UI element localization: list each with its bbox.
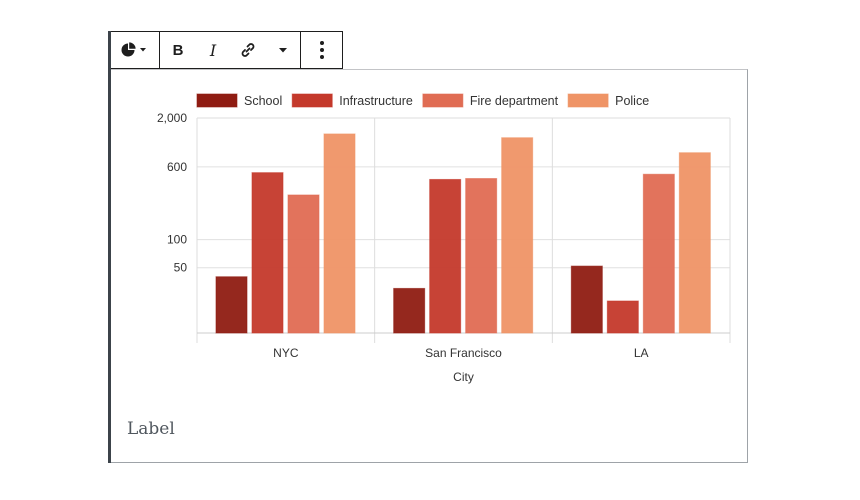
- caret-down-icon: [279, 48, 287, 53]
- y-tick-label: 100: [167, 233, 187, 247]
- link-button[interactable]: [230, 32, 266, 68]
- y-tick-label: 600: [167, 160, 187, 174]
- format-group: B I: [160, 32, 301, 68]
- legend-swatch: [291, 93, 333, 108]
- x-tick-label: San Francisco: [425, 346, 502, 360]
- y-tick-label: 50: [174, 261, 188, 275]
- legend-swatch: [422, 93, 464, 108]
- chart-block[interactable]: B I: [108, 31, 748, 463]
- bar-infrastructure: [606, 300, 639, 334]
- block-options-button[interactable]: [301, 32, 342, 68]
- x-tick-label: NYC: [273, 346, 299, 360]
- chart-frame: Label: [111, 69, 748, 463]
- chart-type-group: [111, 32, 160, 68]
- more-format-dropdown[interactable]: [266, 32, 300, 68]
- y-tick-label: 2,000: [157, 111, 187, 125]
- legend-entry: Fire department: [470, 94, 559, 108]
- bar-fire-department: [642, 173, 675, 334]
- vertical-ellipsis-icon: [319, 41, 324, 59]
- x-axis-title: City: [453, 370, 474, 384]
- legend-swatch: [196, 93, 238, 108]
- bar-police: [323, 133, 356, 334]
- bar-school: [570, 265, 603, 334]
- bar-police: [501, 137, 534, 334]
- options-group: [301, 32, 342, 68]
- legend-entry: Infrastructure: [339, 94, 413, 108]
- chart-caption-label[interactable]: Label: [127, 419, 175, 439]
- legend-entry: School: [244, 94, 282, 108]
- bar-fire-department: [465, 178, 498, 334]
- x-tick-label: LA: [634, 346, 649, 360]
- bold-button[interactable]: B: [172, 41, 184, 59]
- bar-chart: 50 100 600 2,000 NYC San Francisco LA City Schoo…: [157, 93, 731, 384]
- bar-fire-department: [287, 194, 320, 334]
- block-toolbar: B I: [111, 31, 343, 69]
- chart-type-button[interactable]: [111, 32, 159, 68]
- legend-entry: Police: [615, 94, 649, 108]
- bar-infrastructure: [429, 178, 462, 334]
- link-icon: [241, 43, 255, 57]
- bar-school: [215, 276, 248, 334]
- bar-school: [393, 287, 426, 334]
- legend-swatch: [567, 93, 609, 108]
- bar-police: [678, 152, 711, 334]
- italic-button[interactable]: I: [209, 40, 217, 60]
- block-selection-bar: [108, 31, 111, 463]
- bar-infrastructure: [251, 172, 284, 334]
- pie-chart-icon: [121, 42, 146, 57]
